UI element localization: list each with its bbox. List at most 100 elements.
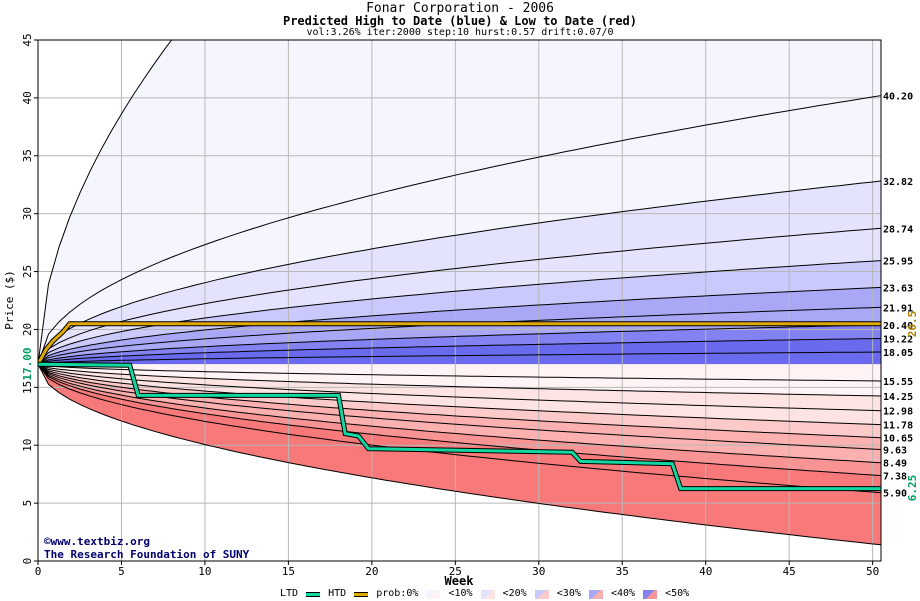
red-band-4 xyxy=(38,364,881,438)
lower-curve-3 xyxy=(38,363,881,426)
lower-curve-8 xyxy=(38,363,881,494)
probability-bands xyxy=(38,40,881,561)
legend: LTD HTD prob:0% <10% <20% <30% <40% <50% xyxy=(280,588,689,600)
red-band-outer xyxy=(38,364,881,561)
upper-curve-5 xyxy=(38,286,881,365)
x-tick-label-45: 45 xyxy=(783,565,796,578)
y-tick-label-40: 40 xyxy=(21,91,34,104)
x-tick-label-35: 35 xyxy=(616,565,629,578)
curve-end-label-6: 21.91 xyxy=(883,303,913,314)
curve-end-label-18: 5.90 xyxy=(883,489,907,500)
x-tick-label-20: 20 xyxy=(365,565,378,578)
legend-band-20-text: <20% xyxy=(502,588,527,599)
x-tick-label-15: 15 xyxy=(282,565,295,578)
legend-htd-swatch xyxy=(354,591,369,597)
legend-prob-text: prob:0% xyxy=(376,588,419,599)
x-tick-label-40: 40 xyxy=(699,565,712,578)
red-band-1 xyxy=(38,364,881,396)
x-tick-label-25: 25 xyxy=(449,565,462,578)
legend-band-10-text: <10% xyxy=(448,588,473,599)
upper-curve-7 xyxy=(38,324,881,365)
red-band-9 xyxy=(38,364,881,545)
simulation-params: vol:3.26% iter:2000 step:10 hurst:0.57 d… xyxy=(306,27,614,38)
red-band-8 xyxy=(38,364,881,493)
curve-labels: 40.20 32.82 28.74 25.95 23.63 21.91 20.40 19.22… xyxy=(883,92,913,500)
red-band-7 xyxy=(38,364,881,476)
htd-end-label: 20.5 xyxy=(906,311,919,338)
lower-curve-9 xyxy=(38,363,881,546)
legend-htd-text: HTD xyxy=(328,588,347,599)
legend-ltd-swatch xyxy=(306,591,321,597)
y-tick-label-15: 15 xyxy=(21,381,34,394)
legend-band-0-swatch xyxy=(426,589,441,599)
watermark: ©www.textbiz.org The Research Foundation… xyxy=(44,535,249,561)
x-tick-label-50: 50 xyxy=(866,565,879,578)
y-tick-label-45: 45 xyxy=(21,33,34,46)
legend-ltd-text: LTD xyxy=(280,588,299,599)
upper-curve-2 xyxy=(38,180,881,365)
blue-band-0 xyxy=(38,40,881,365)
blue-band-3 xyxy=(38,228,881,365)
blue-band-7 xyxy=(38,324,881,365)
upper-curve-8 xyxy=(38,338,881,365)
curve-end-label-2: 32.82 xyxy=(883,177,913,188)
curve-end-label-9: 18.05 xyxy=(883,348,913,359)
y-tick-label-35: 35 xyxy=(21,149,34,162)
x-axis-label: Week xyxy=(445,574,475,588)
upper-curve-3 xyxy=(38,227,881,365)
x-tick-label-0: 0 xyxy=(35,565,42,578)
start-value-label: 17.00 xyxy=(21,347,34,380)
y-tick-label-5: 5 xyxy=(21,500,34,507)
chart-subtitle: Predicted High to Date (blue) & Low to D… xyxy=(282,14,637,28)
y-tick-label-20: 20 xyxy=(21,323,34,336)
blue-band-4 xyxy=(38,260,881,365)
red-band-3 xyxy=(38,364,881,425)
lower-curve-0 xyxy=(38,363,881,382)
lower-curve-1 xyxy=(38,363,881,397)
x-tick-label-10: 10 xyxy=(198,565,211,578)
y-tick-label-0: 0 xyxy=(21,558,34,565)
watermark-line-1: ©www.textbiz.org xyxy=(44,535,150,548)
curve-end-label-16: 8.49 xyxy=(883,459,907,470)
legend-band-50-text: <50% xyxy=(665,588,690,599)
y-tick-label-25: 25 xyxy=(21,265,34,278)
htd-line xyxy=(38,322,881,365)
ltd-end-label: 6.25 xyxy=(906,475,919,502)
blue-band-9 xyxy=(38,352,881,365)
curve-end-label-1: 40.20 xyxy=(883,92,913,103)
legend-band-30-swatch xyxy=(588,589,603,599)
curve-end-label-3: 28.74 xyxy=(883,224,913,235)
y-tick-label-10: 10 xyxy=(21,439,34,452)
lower-curve-5 xyxy=(38,363,881,450)
red-band-6 xyxy=(38,364,881,463)
curve-end-label-10: 15.55 xyxy=(883,377,913,388)
lower-curve-6 xyxy=(38,363,881,464)
legend-band-10-swatch xyxy=(480,589,495,599)
blue-band-1 xyxy=(38,95,881,365)
x-tick-label-30: 30 xyxy=(532,565,545,578)
legend-band-40-text: <40% xyxy=(610,588,636,599)
legend-band-30-text: <30% xyxy=(556,588,581,599)
curve-end-label-13: 11.78 xyxy=(883,421,913,432)
curve-end-label-12: 12.98 xyxy=(883,407,913,418)
blue-band-2 xyxy=(38,181,881,365)
y-axis-label: Price ($) xyxy=(3,270,16,330)
legend-band-20-swatch xyxy=(534,589,549,599)
curve-end-label-8: 19.22 xyxy=(883,334,913,345)
axis-ticks: 0 5 10 15 20 25 30 35 40 45 50 0 5 10 15 20 25 30 35 40 45 xyxy=(21,33,879,578)
lower-curve-7 xyxy=(38,363,881,477)
curve-end-label-7: 20.40 xyxy=(883,321,913,332)
lower-curve-2 xyxy=(38,363,881,412)
x-tick-label-5: 5 xyxy=(118,565,125,578)
curve-end-label-17: 7.38 xyxy=(883,472,907,483)
plot-frame xyxy=(37,39,882,562)
red-band-0 xyxy=(38,364,881,381)
curve-end-label-5: 23.63 xyxy=(883,283,913,294)
curve-end-label-15: 9.63 xyxy=(883,446,907,457)
upper-curve-9 xyxy=(38,351,881,365)
curve-end-label-14: 10.65 xyxy=(883,434,913,445)
blue-band-5 xyxy=(38,287,881,365)
legend-band-40-swatch xyxy=(643,589,658,599)
series-lines xyxy=(38,321,881,492)
